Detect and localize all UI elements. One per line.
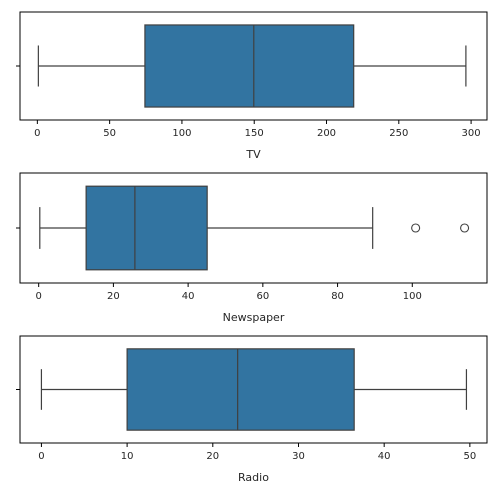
x-tick-label: 20: [107, 291, 120, 302]
box-iqr: [144, 24, 355, 108]
x-axis-title: Newspaper: [223, 311, 285, 324]
boxplot-panel: 0 10 20 30 40 50 Radio: [16, 335, 488, 484]
x-tick-label: 10: [121, 451, 134, 462]
x-tick-label: 60: [256, 291, 269, 302]
x-tick-label: 50: [103, 128, 116, 139]
x-tick-label: 150: [245, 128, 264, 139]
x-tick-label: 80: [331, 291, 344, 302]
x-tick-label: 20: [206, 451, 219, 462]
x-tick-label: 30: [292, 451, 305, 462]
x-tick-label: 300: [462, 128, 481, 139]
x-tick-label: 50: [463, 451, 476, 462]
x-tick-label: 40: [378, 451, 391, 462]
x-tick-label: 200: [317, 128, 336, 139]
x-tick-label: 40: [182, 291, 195, 302]
outlier-point: [411, 223, 421, 233]
x-tick-label: 0: [35, 291, 41, 302]
x-tick-label: 100: [172, 128, 191, 139]
x-axis-title: Radio: [238, 471, 269, 484]
boxplot-panel: 0 50 100 150 200 250 300 TV: [16, 11, 488, 161]
boxplot-panel: 0 20 40 60 80 100 Newspaper: [16, 172, 488, 324]
x-tick-label: 0: [38, 451, 44, 462]
outlier-point: [460, 223, 470, 233]
box-iqr: [85, 185, 208, 271]
x-tick-label: 100: [403, 291, 422, 302]
x-tick-label: 250: [389, 128, 408, 139]
box-iqr: [126, 348, 355, 431]
x-axis-title: TV: [245, 148, 261, 161]
x-tick-label: 0: [34, 128, 40, 139]
